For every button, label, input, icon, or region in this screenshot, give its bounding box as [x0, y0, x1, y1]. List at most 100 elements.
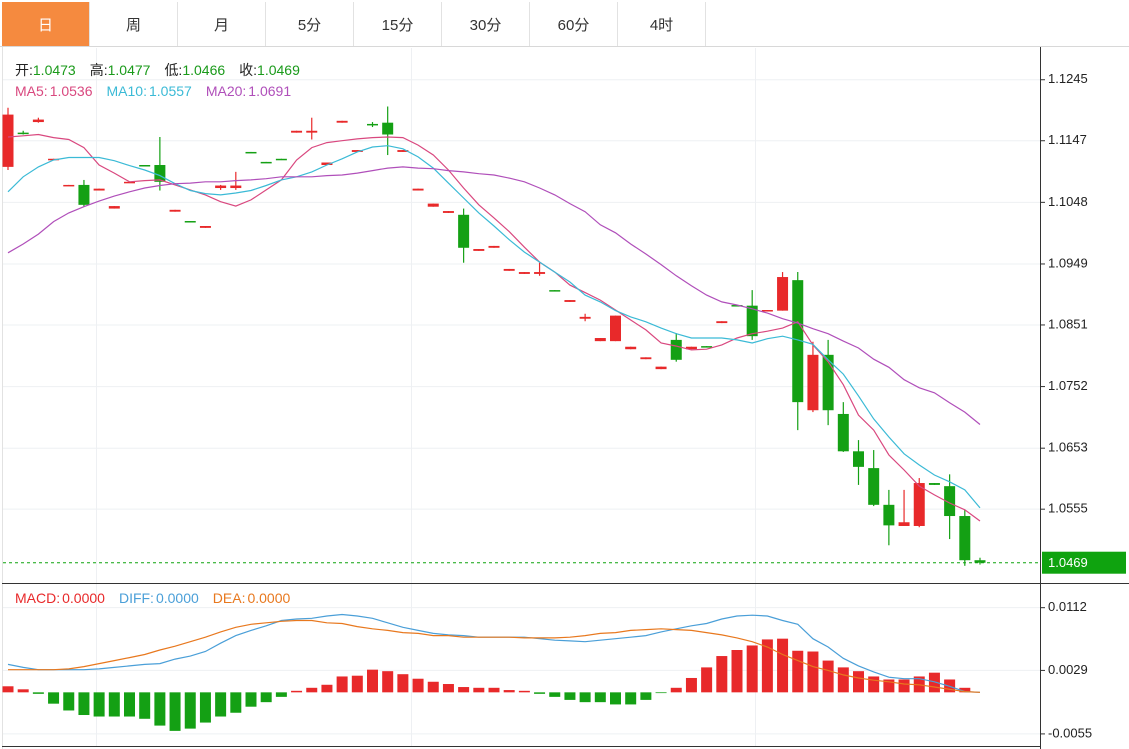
macd-bar — [579, 692, 591, 703]
period-tab[interactable]: 月 — [178, 2, 266, 46]
candle-body — [124, 181, 135, 184]
period-tab[interactable]: 15分 — [354, 2, 442, 46]
info-value: 1.0466 — [182, 62, 226, 78]
period-tab[interactable]: 日 — [2, 2, 90, 46]
macd-bar — [594, 692, 606, 703]
period-tabs: 日周月 5分 15分 30分 60分 4时 — [2, 2, 706, 46]
info-label: 开: — [15, 62, 33, 78]
legend-value: 0.0000 — [62, 590, 105, 606]
candle-body — [640, 357, 652, 360]
macd-bar — [701, 667, 713, 693]
period-tab[interactable]: 5分 — [266, 2, 354, 46]
macd-bar — [17, 689, 29, 693]
macd-bar — [685, 677, 697, 693]
candle-body — [336, 120, 348, 123]
macd-bar — [139, 692, 151, 719]
macd-bar — [336, 676, 348, 693]
candle-body — [898, 522, 910, 526]
macd-bar — [63, 692, 75, 711]
y-tick-label: 0.0112 — [1048, 599, 1087, 614]
macd-bar — [412, 678, 424, 693]
indicator-line — [7, 133, 981, 522]
candle-body — [473, 249, 485, 251]
candle-body — [184, 221, 196, 223]
macd-bar — [807, 651, 819, 693]
candle-body — [777, 277, 789, 311]
macd-bar — [731, 650, 743, 693]
macd-legend: MACD: 0.0000 DIFF: 0.0000 DEA: 0.0000 — [15, 590, 290, 606]
info-label: 收: — [239, 62, 258, 78]
legend-value: 0.0000 — [155, 590, 199, 606]
candle-body — [837, 413, 849, 452]
y-tick-label: 1.0752 — [1048, 378, 1088, 393]
candle-body — [731, 305, 743, 307]
macd-bar — [427, 681, 439, 693]
candle-body — [139, 165, 151, 167]
candle-body — [701, 346, 713, 348]
period-tab[interactable]: 60分 — [530, 2, 618, 46]
candle-body — [761, 310, 773, 312]
candle-body — [549, 290, 561, 292]
macd-bar — [321, 684, 333, 693]
candle-body — [17, 132, 29, 135]
macd-bar — [458, 687, 470, 693]
macd-bar — [868, 676, 880, 693]
last-price-box — [1042, 551, 1126, 574]
candle-body — [306, 130, 318, 133]
macd-bar — [564, 692, 576, 700]
candle-body — [928, 483, 940, 485]
candle-body — [594, 338, 606, 342]
macd-bar — [549, 692, 561, 697]
macd-bar — [625, 692, 637, 705]
candle-body — [382, 122, 394, 135]
macd-bar — [853, 671, 864, 693]
ma-legend: MA5: 1.0536 MA10: 1.0557 MA20: 1.0691 — [15, 83, 291, 99]
candle-body — [245, 151, 257, 154]
ohlc-info: 开:1.0473 高:1.0477 低:1.0466 收:1.0469 — [15, 60, 300, 80]
macd-bar — [792, 650, 804, 693]
info-value: 1.0469 — [257, 62, 300, 78]
candle-body — [716, 321, 728, 324]
macd-bar — [442, 684, 454, 693]
candle-body — [93, 188, 105, 191]
info-value: 1.0473 — [32, 62, 76, 78]
last-price-label: 1.0469 — [1048, 555, 1088, 570]
macd-bar — [670, 687, 682, 693]
candle-body — [670, 339, 682, 360]
legend-name: MA5: — [15, 83, 48, 99]
y-tick-label: 0.0029 — [1048, 662, 1088, 677]
macd-bar — [32, 692, 44, 694]
candle-body — [291, 130, 303, 133]
candle-body — [215, 185, 227, 189]
macd-bar — [367, 669, 378, 693]
candle-body — [518, 272, 530, 274]
candle-body — [868, 468, 880, 505]
legend-value: 0.0000 — [247, 590, 291, 606]
macd-bar — [473, 687, 485, 693]
candle-body — [807, 354, 819, 411]
indicator-line — [8, 619, 981, 693]
macd-bar — [230, 692, 242, 713]
y-tick-label: 1.1147 — [1048, 132, 1087, 147]
candle-body — [853, 451, 864, 467]
macd-bar — [108, 692, 120, 717]
legend-name: MA10: — [106, 83, 147, 99]
macd-bar — [93, 692, 105, 717]
candle-body — [822, 354, 834, 411]
period-tab[interactable]: 30分 — [442, 2, 530, 46]
macd-bar — [245, 692, 257, 707]
y-tick-label: -0.0055 — [1048, 725, 1092, 740]
y-tick-label: 1.0653 — [1048, 440, 1088, 455]
candle-body — [63, 184, 75, 187]
candle-body — [625, 346, 637, 350]
macd-bar — [640, 692, 652, 700]
candle-body — [397, 150, 409, 152]
macd-bar — [306, 687, 318, 693]
candle-body — [913, 483, 925, 526]
macd-bar — [822, 660, 834, 693]
period-tab[interactable]: 4时 — [618, 2, 706, 46]
period-tab[interactable]: 周 — [90, 2, 178, 46]
macd-bar — [291, 690, 303, 693]
candle-body — [655, 366, 667, 370]
